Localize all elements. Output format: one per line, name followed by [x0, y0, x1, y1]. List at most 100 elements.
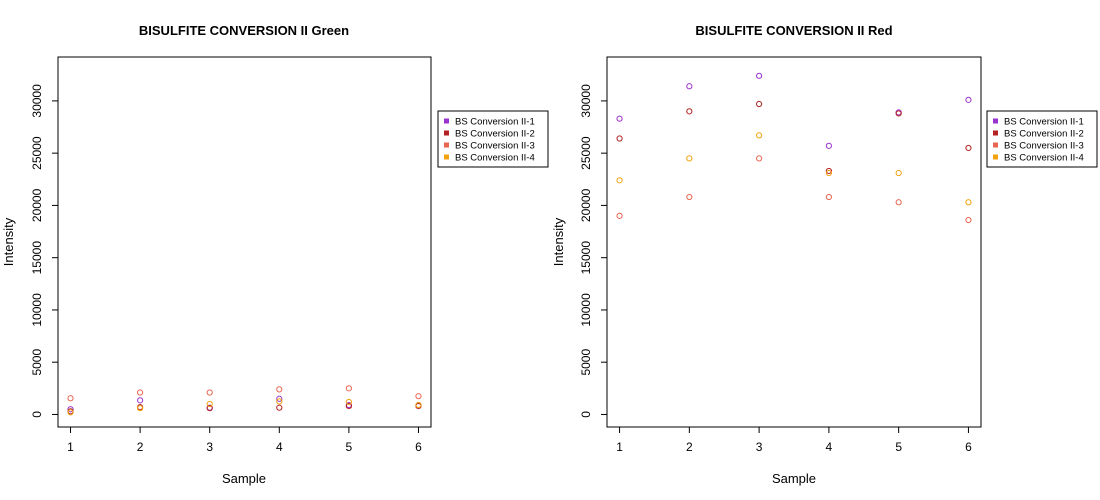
legend: BS Conversion II-1BS Conversion II-2BS C… — [986, 110, 1098, 168]
data-point — [137, 397, 144, 404]
data-point — [415, 401, 422, 409]
y-tick-label: 0 — [30, 411, 44, 418]
data-point — [965, 216, 972, 224]
data-point — [825, 167, 832, 175]
data-point — [137, 405, 144, 412]
data-point — [67, 406, 74, 413]
legend-label: BS Conversion II-4 — [1004, 153, 1084, 164]
legend-swatch — [444, 154, 449, 160]
y-tick-label: 10000 — [30, 293, 44, 327]
legend-label: BS Conversion II-1 — [455, 117, 535, 128]
data-point — [345, 385, 352, 392]
data-point — [616, 115, 623, 122]
y-tick-label: 15000 — [579, 241, 593, 275]
plot-frame — [57, 56, 432, 428]
data-point — [206, 389, 213, 396]
data-point — [825, 193, 832, 201]
chart-title: BISULFITE CONVERSION II Red — [695, 23, 892, 38]
data-point — [345, 402, 352, 410]
x-tick-label: 5 — [895, 440, 902, 454]
data-points — [67, 385, 422, 416]
data-point — [67, 409, 74, 416]
y-tick-label: 25000 — [579, 136, 593, 170]
data-point — [206, 405, 213, 412]
y-tick-label: 30000 — [579, 84, 593, 118]
y-axis-label: Intensity — [551, 217, 566, 266]
x-tick-label: 1 — [67, 440, 74, 454]
data-point — [965, 199, 972, 206]
chart-title: BISULFITE CONVERSION II Green — [139, 23, 349, 38]
data-point — [276, 404, 283, 411]
data-point — [825, 142, 832, 149]
data-point — [686, 193, 693, 201]
data-point — [686, 83, 693, 90]
y-tick-label: 20000 — [579, 188, 593, 222]
data-point — [67, 395, 74, 402]
legend: BS Conversion II-1BS Conversion II-2BS C… — [437, 110, 549, 168]
legend-swatch — [993, 118, 998, 124]
x-tick-label: 3 — [206, 440, 213, 454]
y-tick-label: 20000 — [30, 188, 44, 222]
x-tick-label: 6 — [415, 440, 422, 454]
x-tick-label: 4 — [276, 440, 283, 454]
axis-ticks: 1 2 3 4 5 6 0 5000 10000 15000 20000 25000 30000 — [30, 84, 422, 454]
data-point — [415, 393, 422, 400]
data-point — [206, 400, 213, 408]
x-tick-label: 2 — [686, 440, 693, 454]
data-point — [825, 169, 832, 177]
legend-label: BS Conversion II-4 — [455, 153, 535, 164]
legend-label: BS Conversion II-1 — [1004, 117, 1084, 128]
x-tick-label: 5 — [346, 440, 353, 454]
data-point — [276, 398, 283, 405]
x-axis-label: Sample — [772, 471, 816, 486]
legend-swatch — [444, 142, 449, 148]
data-points — [616, 72, 972, 224]
legend-swatch — [993, 154, 998, 160]
plot-frame — [606, 56, 982, 428]
y-tick-label: 0 — [579, 411, 593, 418]
data-point — [895, 169, 902, 177]
y-tick-label: 10000 — [579, 293, 593, 327]
data-point — [686, 108, 693, 115]
y-axis-label: Intensity — [1, 217, 16, 266]
data-point — [756, 132, 763, 139]
data-point — [616, 177, 623, 184]
legend-box — [986, 110, 1098, 168]
data-point — [276, 395, 283, 402]
chart-green: BISULFITE CONVERSION II Green 1 2 3 4 5 6 0 500… — [1, 23, 549, 486]
data-point — [345, 398, 352, 406]
x-tick-label: 3 — [756, 440, 763, 454]
data-point — [895, 199, 902, 206]
y-tick-label: 15000 — [30, 241, 44, 275]
x-tick-label: 4 — [826, 440, 833, 454]
y-tick-label: 30000 — [30, 84, 44, 118]
data-point — [756, 155, 763, 162]
data-point — [756, 100, 763, 108]
data-point — [137, 389, 144, 396]
x-tick-label: 1 — [616, 440, 623, 454]
data-point — [616, 212, 623, 219]
x-axis-label: Sample — [222, 471, 266, 486]
legend-label: BS Conversion II-3 — [455, 141, 535, 152]
y-tick-label: 5000 — [579, 349, 593, 376]
x-tick-label: 6 — [965, 440, 972, 454]
y-tick-label: 5000 — [30, 349, 44, 376]
legend-swatch — [444, 118, 449, 124]
data-point — [686, 155, 693, 162]
legend-box — [437, 110, 549, 168]
data-point — [965, 96, 972, 103]
data-point — [895, 110, 902, 117]
legend-label: BS Conversion II-3 — [1004, 141, 1084, 152]
chart-red: BISULFITE CONVERSION II Red 1 2 3 4 5 6050001… — [551, 23, 1098, 486]
data-point — [756, 72, 763, 79]
axis-ticks: 1 2 3 4 5 6 0 5000 10000 15000 20000 25000 30000 — [579, 84, 972, 454]
legend-swatch — [444, 130, 449, 136]
legend-label: BS Conversion II-2 — [1004, 129, 1084, 140]
data-point — [965, 144, 972, 152]
legend-swatch — [993, 142, 998, 148]
x-tick-label: 2 — [137, 440, 144, 454]
data-point — [616, 135, 623, 142]
legend-label: BS Conversion II-2 — [455, 129, 535, 140]
legend-swatch — [993, 130, 998, 136]
